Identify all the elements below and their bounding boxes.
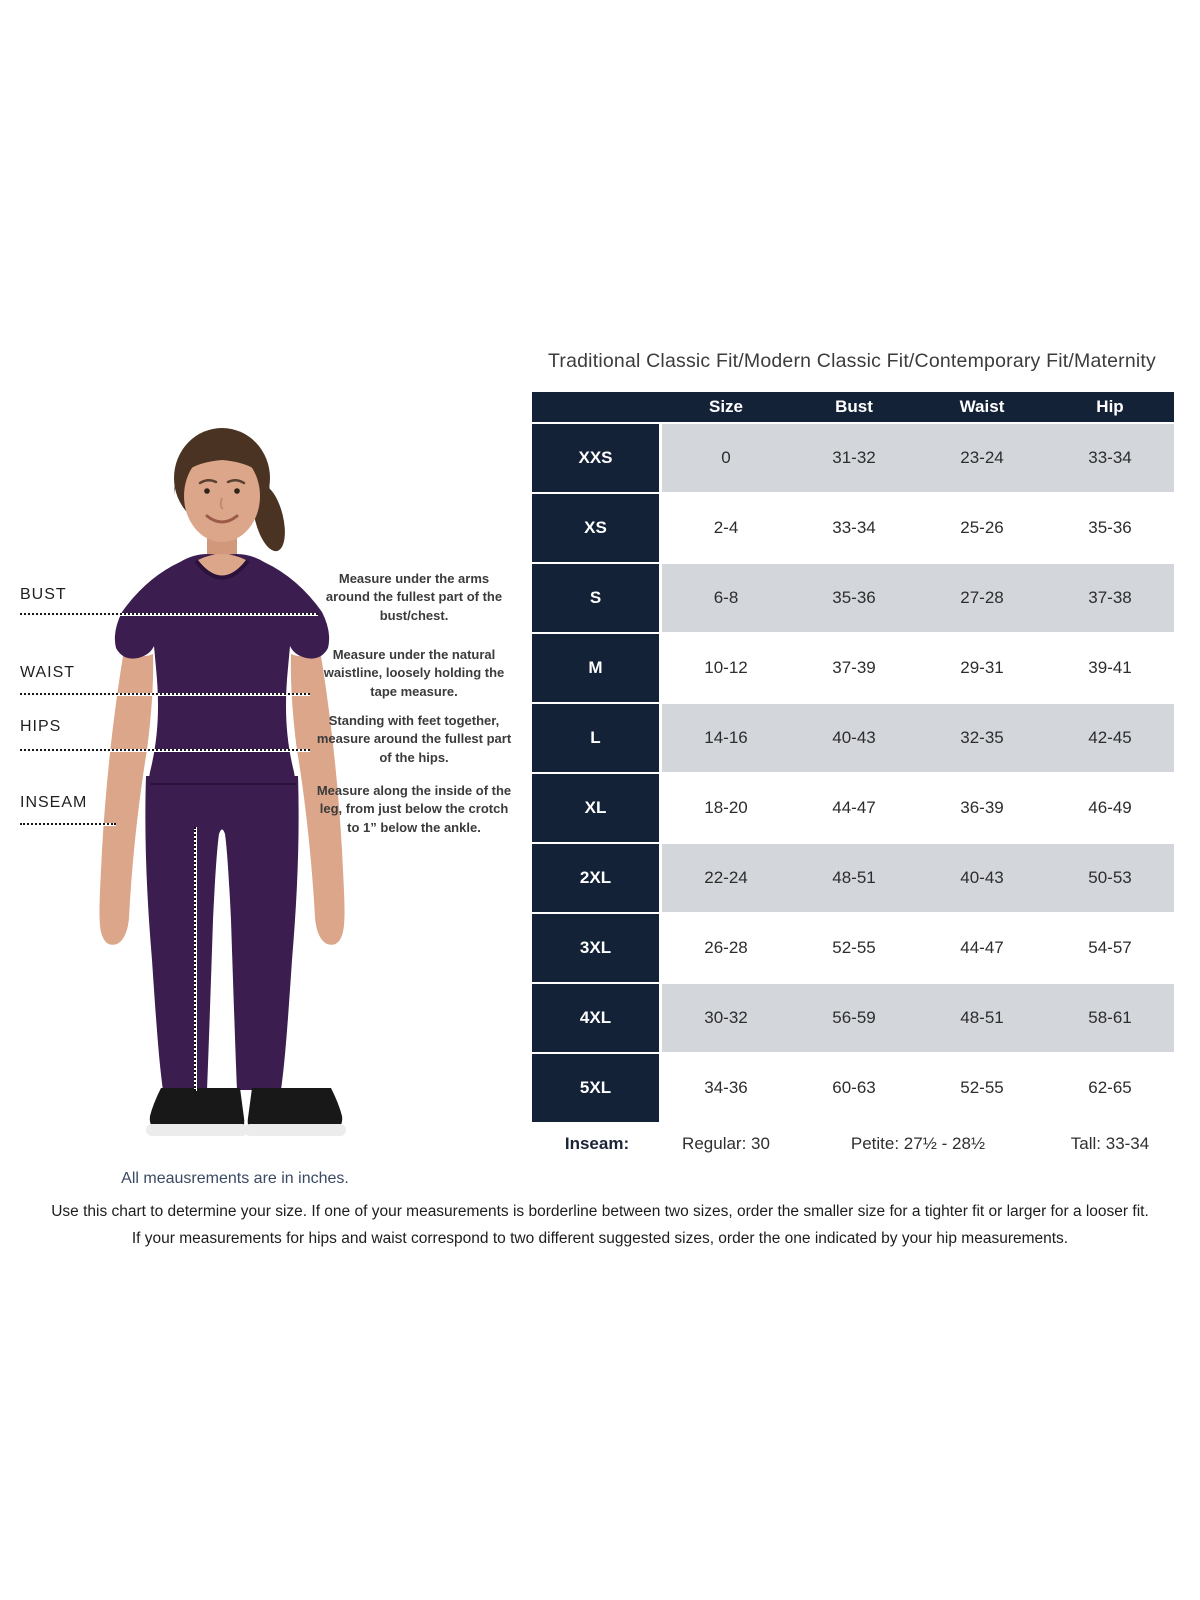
inseam-row: Inseam: Regular: 30 Petite: 27½ - 28½ Ta…	[532, 1126, 1174, 1162]
inseam-regular: Regular: 30	[682, 1134, 770, 1153]
row-size-label: 3XL	[532, 914, 662, 982]
row-size-label: 5XL	[532, 1054, 662, 1122]
inseam-label: Inseam:	[564, 1134, 630, 1153]
size-cell: 40-43	[790, 704, 918, 772]
size-cell: 29-31	[918, 634, 1046, 702]
size-cell: 33-34	[790, 494, 918, 562]
size-cell: 27-28	[918, 564, 1046, 632]
row-size-label: L	[532, 704, 662, 772]
col-header-size: Size	[662, 392, 790, 422]
size-cell: 42-45	[1046, 704, 1174, 772]
inseam-dotted-line	[20, 823, 116, 826]
measure-label-waist: WAIST	[20, 664, 76, 681]
size-cell: 52-55	[918, 1054, 1046, 1122]
size-cell: 31-32	[790, 424, 918, 492]
size-cell: 36-39	[918, 774, 1046, 842]
size-cell: 2-4	[662, 494, 790, 562]
size-cell: 26-28	[662, 914, 790, 982]
table-row: M 10-12 37-39 29-31 39-41	[532, 634, 1174, 702]
row-size-label: XXS	[532, 424, 662, 492]
size-cell: 23-24	[918, 424, 1046, 492]
size-table-body: XXS 0 31-32 23-24 33-34 XS 2-4 33-34 25-26 35-36 S…	[532, 424, 1174, 1122]
size-cell: 32-35	[918, 704, 1046, 772]
size-cell: 35-36	[790, 564, 918, 632]
header-row: Size Bust Waist Hip	[532, 392, 1174, 422]
measure-label-bust: BUST	[20, 586, 67, 603]
size-cell: 50-53	[1046, 844, 1174, 912]
row-size-label: 4XL	[532, 984, 662, 1052]
table-row: L 14-16 40-43 32-35 42-45	[532, 704, 1174, 772]
instruction-hips: Standing with feet together, measure aro…	[316, 713, 512, 765]
row-size-label: S	[532, 564, 662, 632]
col-header-bust: Bust	[790, 392, 918, 422]
size-cell: 54-57	[1046, 914, 1174, 982]
instruction-bust: Measure under the arms around the fulles…	[325, 571, 503, 623]
size-cell: 44-47	[918, 914, 1046, 982]
size-cell: 44-47	[790, 774, 918, 842]
instruction-inseam: Measure along the inside of the leg, fro…	[316, 783, 512, 835]
inseam-vertical-dotted-line	[194, 827, 197, 1091]
instruction-waist: Measure under the natural waistline, loo…	[323, 647, 505, 699]
size-cell: 40-43	[918, 844, 1046, 912]
inseam-petite: Petite: 27½ - 28½	[850, 1134, 986, 1153]
inseam-tall: Tall: 33-34	[1070, 1134, 1150, 1153]
size-cell: 46-49	[1046, 774, 1174, 842]
size-cell: 39-41	[1046, 634, 1174, 702]
size-cell: 34-36	[662, 1054, 790, 1122]
size-cell: 33-34	[1046, 424, 1174, 492]
row-size-label: XS	[532, 494, 662, 562]
model-photo	[99, 428, 346, 1136]
row-size-label: 2XL	[532, 844, 662, 912]
size-cell: 56-59	[790, 984, 918, 1052]
usage-note: Use this chart to determine your size. I…	[10, 1198, 1190, 1252]
size-cell: 22-24	[662, 844, 790, 912]
row-size-label: M	[532, 634, 662, 702]
col-header-waist: Waist	[918, 392, 1046, 422]
size-cell: 60-63	[790, 1054, 918, 1122]
size-cell: 37-39	[790, 634, 918, 702]
table-row: XS 2-4 33-34 25-26 35-36	[532, 494, 1174, 562]
measure-label-inseam: INSEAM	[20, 794, 88, 811]
size-cell: 6-8	[662, 564, 790, 632]
table-row: 3XL 26-28 52-55 44-47 54-57	[532, 914, 1174, 982]
size-table: Size Bust Waist Hip XXS 0 31-32 23-24 33-34 X…	[532, 390, 1174, 1124]
waist-dotted-line	[20, 693, 310, 696]
size-cell: 58-61	[1046, 984, 1174, 1052]
table-row: 2XL 22-24 48-51 40-43 50-53	[532, 844, 1174, 912]
table-row: XXS 0 31-32 23-24 33-34	[532, 424, 1174, 492]
size-cell: 52-55	[790, 914, 918, 982]
table-row: XL 18-20 44-47 36-39 46-49	[532, 774, 1174, 842]
row-size-label: XL	[532, 774, 662, 842]
hips-dotted-line	[20, 749, 310, 752]
chart-title: Traditional Classic Fit/Modern Classic F…	[548, 350, 1156, 372]
size-cell: 10-12	[662, 634, 790, 702]
model-figure	[99, 428, 346, 1136]
size-cell: 30-32	[662, 984, 790, 1052]
size-cell: 14-16	[662, 704, 790, 772]
measure-label-hips: HIPS	[20, 718, 62, 735]
units-caption: All meausrements are in inches.	[121, 1170, 349, 1187]
table-row: 5XL 34-36 60-63 52-55 62-65	[532, 1054, 1174, 1122]
size-cell: 37-38	[1046, 564, 1174, 632]
size-cell: 48-51	[918, 984, 1046, 1052]
size-cell: 35-36	[1046, 494, 1174, 562]
size-cell: 25-26	[918, 494, 1046, 562]
size-cell: 48-51	[790, 844, 918, 912]
usage-note-line1: Use this chart to determine your size. I…	[51, 1203, 1149, 1220]
size-cell: 0	[662, 424, 790, 492]
usage-note-line2: If your measurements for hips and waist …	[131, 1230, 1069, 1248]
table-row: 4XL 30-32 56-59 48-51 58-61	[532, 984, 1174, 1052]
bust-dotted-line	[20, 613, 318, 616]
col-header-hip: Hip	[1046, 392, 1174, 422]
size-cell: 18-20	[662, 774, 790, 842]
size-cell: 62-65	[1046, 1054, 1174, 1122]
header-corner-cell	[532, 392, 662, 422]
table-row: S 6-8 35-36 27-28 37-38	[532, 564, 1174, 632]
